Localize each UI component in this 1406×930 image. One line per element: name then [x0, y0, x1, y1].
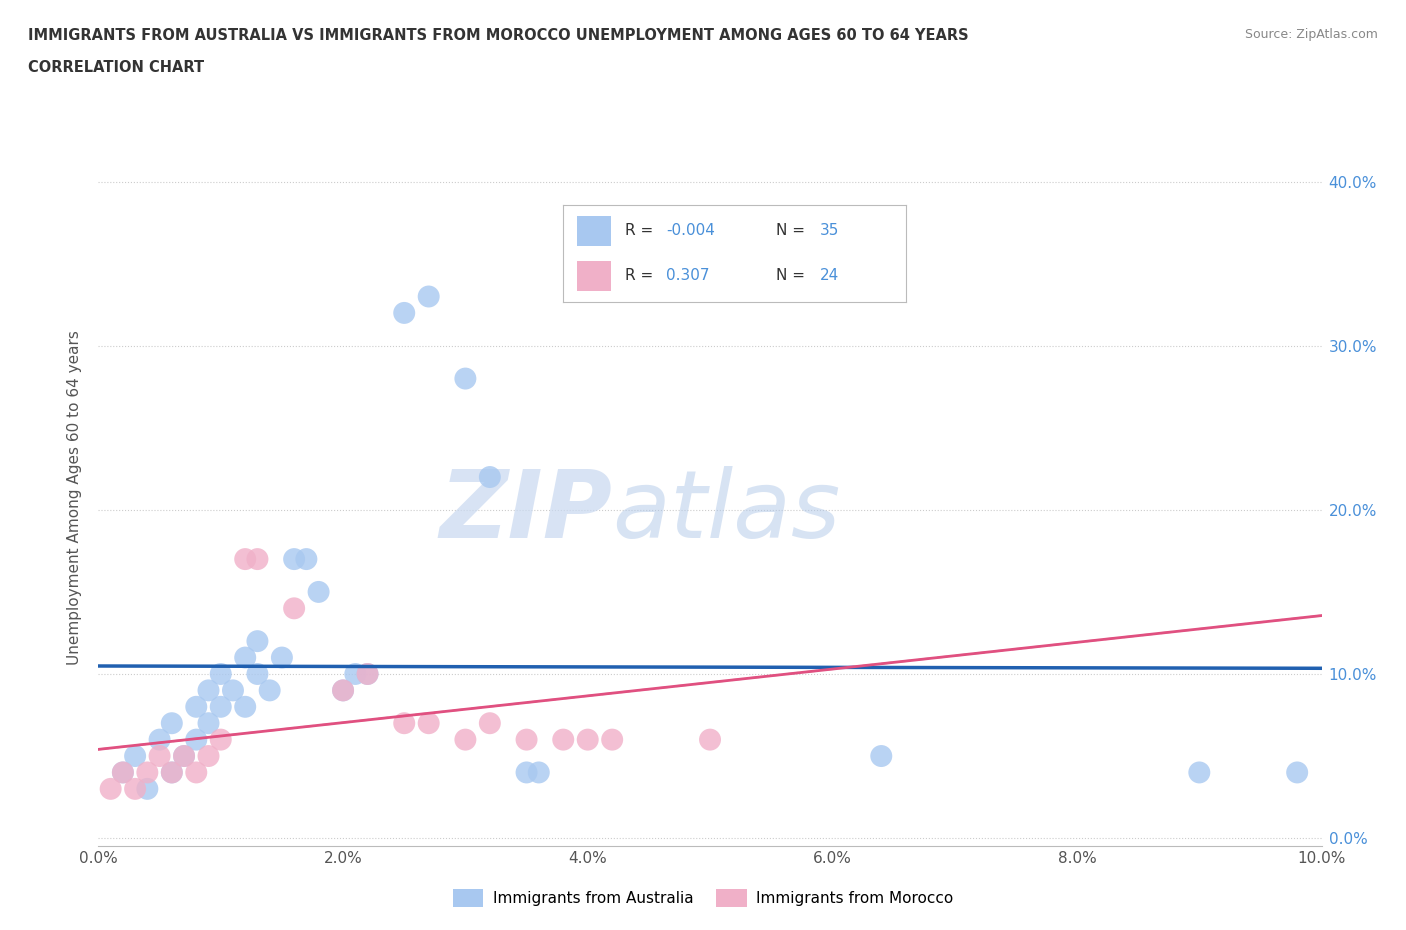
Point [160, 765, 183, 780]
Text: 35: 35 [820, 223, 839, 238]
Point [233, 699, 256, 714]
Point [136, 781, 159, 796]
Bar [576, 217, 612, 246]
Text: ZIP: ZIP [439, 466, 612, 557]
Point [149, 749, 172, 764]
Text: N =: N = [776, 223, 810, 238]
Point [553, 732, 575, 747]
Point [149, 732, 172, 747]
Point [209, 667, 232, 682]
Text: atlas: atlas [612, 466, 841, 557]
Point [246, 633, 269, 648]
Point [173, 749, 195, 764]
Point [160, 765, 183, 780]
Point [246, 551, 269, 566]
Point [111, 765, 134, 780]
Point [233, 650, 256, 665]
Point [576, 732, 599, 747]
Legend: Immigrants from Australia, Immigrants from Morocco: Immigrants from Australia, Immigrants fr… [447, 884, 959, 913]
Point [308, 584, 330, 599]
Point [527, 765, 550, 780]
Text: IMMIGRANTS FROM AUSTRALIA VS IMMIGRANTS FROM MOROCCO UNEMPLOYMENT AMONG AGES 60 : IMMIGRANTS FROM AUSTRALIA VS IMMIGRANTS … [28, 28, 969, 43]
Point [186, 765, 208, 780]
Bar [576, 261, 612, 290]
Point [246, 667, 269, 682]
Point [516, 765, 538, 780]
Point [209, 732, 232, 747]
Point [392, 716, 416, 731]
Text: -0.004: -0.004 [666, 223, 714, 238]
Point [870, 749, 893, 764]
Point [197, 749, 219, 764]
Point [418, 716, 440, 731]
Point [283, 601, 305, 616]
Point [160, 716, 183, 731]
Point [259, 683, 281, 698]
Text: 24: 24 [820, 269, 839, 284]
Point [332, 683, 354, 698]
Text: Source: ZipAtlas.com: Source: ZipAtlas.com [1244, 28, 1378, 41]
Text: N =: N = [776, 269, 810, 284]
Point [197, 716, 219, 731]
Point [356, 667, 378, 682]
Point [418, 289, 440, 304]
Point [454, 732, 477, 747]
Point [478, 716, 501, 731]
Point [111, 765, 134, 780]
Point [186, 699, 208, 714]
Text: CORRELATION CHART: CORRELATION CHART [28, 60, 204, 75]
Point [136, 765, 159, 780]
Point [344, 667, 367, 682]
Text: R =: R = [624, 223, 658, 238]
Y-axis label: Unemployment Among Ages 60 to 64 years: Unemployment Among Ages 60 to 64 years [67, 330, 83, 665]
Point [356, 667, 378, 682]
Point [699, 732, 721, 747]
Point [209, 699, 232, 714]
Point [124, 781, 146, 796]
Point [332, 683, 354, 698]
Point [270, 650, 292, 665]
Point [600, 732, 623, 747]
Point [454, 371, 477, 386]
Point [1286, 765, 1309, 780]
Point [124, 749, 146, 764]
Point [295, 551, 318, 566]
Point [516, 732, 538, 747]
Point [283, 551, 305, 566]
Text: 0.307: 0.307 [666, 269, 710, 284]
Point [478, 470, 501, 485]
Point [197, 683, 219, 698]
Point [100, 781, 122, 796]
Text: R =: R = [624, 269, 662, 284]
Point [392, 305, 416, 320]
Point [222, 683, 245, 698]
Point [233, 551, 256, 566]
Point [173, 749, 195, 764]
Point [1188, 765, 1211, 780]
Point [186, 732, 208, 747]
